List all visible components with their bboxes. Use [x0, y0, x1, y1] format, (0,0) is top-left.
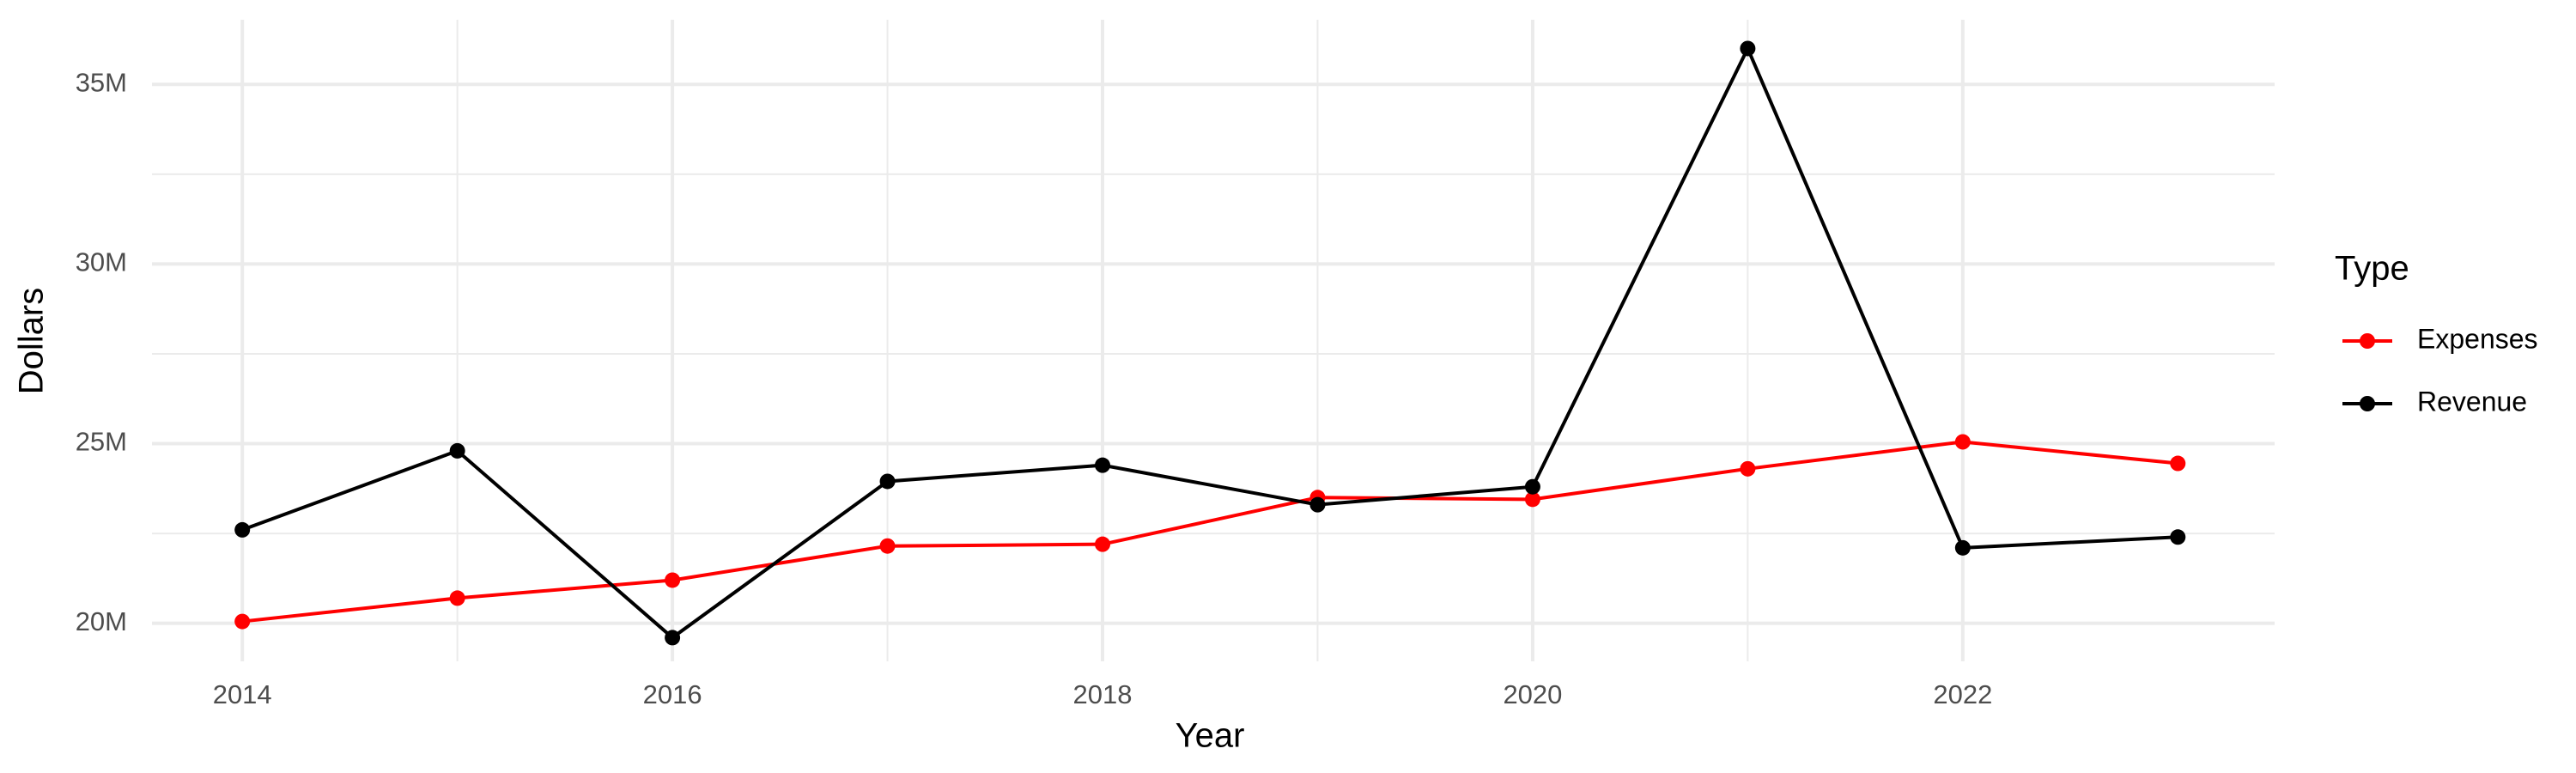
data-point — [1740, 460, 1756, 477]
legend-title: Type — [2335, 250, 2409, 288]
y-tick-label: 35M — [76, 67, 127, 97]
x-axis-title: Year — [1176, 717, 1245, 755]
data-point — [879, 473, 896, 490]
data-point — [234, 613, 251, 630]
data-point — [665, 572, 681, 588]
data-point — [1740, 40, 1756, 57]
data-point — [1524, 478, 1540, 495]
data-point — [1309, 496, 1326, 513]
grid — [152, 20, 2275, 661]
x-tick-label: 2020 — [1503, 679, 1562, 709]
data-point — [1954, 539, 1971, 556]
series-line — [241, 440, 2178, 624]
y-tick-label: 30M — [76, 247, 127, 277]
data-point — [1095, 536, 1111, 552]
data-point — [1524, 491, 1540, 508]
data-point — [2170, 455, 2186, 472]
data-point — [1095, 457, 1111, 473]
x-tick-label: 2014 — [213, 679, 272, 709]
data-point — [2170, 529, 2186, 545]
data-point — [449, 442, 465, 459]
x-tick-label: 2016 — [643, 679, 702, 709]
data-point — [449, 590, 465, 606]
y-tick-label: 20M — [76, 606, 127, 636]
x-tick-label: 2022 — [1933, 679, 1992, 709]
y-tick-label: 25M — [76, 427, 127, 457]
marks — [234, 40, 2186, 646]
data-point — [879, 538, 896, 554]
legend-label: Revenue — [2417, 386, 2527, 417]
data-point — [1954, 434, 1971, 450]
data-point — [665, 630, 681, 646]
series-line — [241, 44, 2178, 640]
legend: Expenses Revenue — [2342, 323, 2538, 417]
legend-label: Expenses — [2417, 323, 2538, 354]
data-point — [234, 521, 251, 538]
y-axis-title: Dollars — [13, 288, 51, 394]
x-tick-label: 2018 — [1073, 679, 1133, 709]
legend-point — [2360, 333, 2375, 349]
legend-point — [2360, 396, 2375, 411]
